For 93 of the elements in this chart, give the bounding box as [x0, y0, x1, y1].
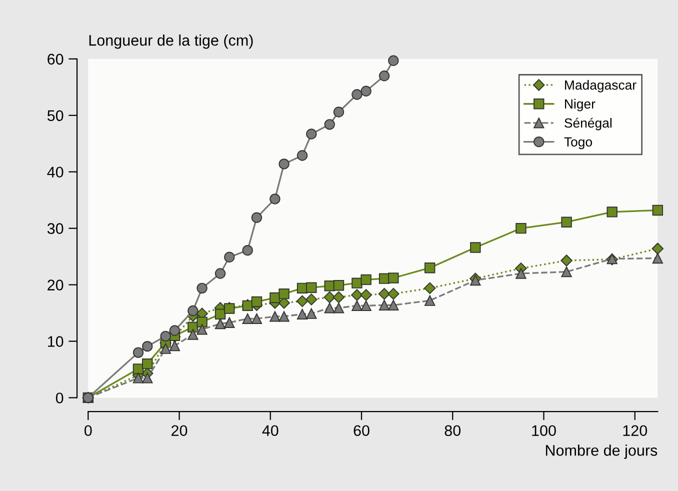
point: [606, 206, 618, 218]
y-tick-label: 20: [48, 280, 64, 290]
point: [561, 266, 572, 278]
point: [224, 303, 235, 314]
point: [214, 268, 226, 279]
legend-label: Madagascar: [565, 80, 636, 92]
point: [196, 282, 208, 294]
point: [560, 254, 572, 266]
point: [278, 311, 290, 322]
point: [160, 330, 171, 342]
point: [188, 305, 198, 316]
point: [169, 340, 180, 352]
x-tick-label: 60: [354, 425, 370, 436]
point: [378, 70, 390, 82]
point: [224, 317, 235, 328]
x-tick-label: 40: [262, 425, 278, 436]
point: [324, 291, 336, 304]
point: [270, 311, 280, 322]
point: [388, 300, 399, 310]
point: [142, 340, 153, 352]
point: [378, 288, 390, 300]
legend-label: Sénégal: [564, 118, 612, 130]
point: [242, 313, 253, 324]
point: [270, 194, 280, 204]
x-tick-label: 0: [84, 425, 92, 436]
x-tick-label: 100: [532, 425, 556, 436]
point: [388, 272, 399, 284]
point: [169, 325, 180, 336]
point: [324, 302, 335, 314]
point: [132, 347, 144, 358]
point: [561, 216, 572, 228]
point: [360, 300, 372, 312]
point: [132, 364, 144, 374]
y-tick-label: 40: [47, 166, 64, 178]
point: [296, 308, 308, 320]
point: [278, 158, 290, 170]
x-tick-label: 80: [444, 425, 461, 436]
point: [352, 89, 362, 100]
point: [352, 278, 362, 288]
point: [424, 295, 436, 306]
legend-label: Togo: [564, 137, 592, 150]
point: [360, 274, 372, 286]
point: [132, 372, 144, 384]
x-tick-label: 120: [623, 425, 648, 436]
point: [388, 288, 400, 300]
point: [351, 289, 363, 301]
point: [424, 262, 436, 274]
point: [652, 204, 664, 216]
point: [360, 289, 372, 301]
point: [242, 244, 253, 256]
point: [142, 372, 153, 384]
point: [470, 242, 481, 253]
point: [652, 242, 664, 255]
point: [251, 212, 262, 223]
point: [388, 55, 399, 66]
point: [652, 252, 664, 264]
point: [306, 128, 317, 140]
point: [196, 324, 208, 335]
x-axis-title: Nombre de jours: [546, 444, 658, 459]
x-tick-label: 20: [172, 425, 188, 436]
point: [424, 282, 436, 294]
point: [516, 268, 526, 279]
point: [160, 343, 171, 354]
y-tick-label: 60: [48, 54, 64, 65]
point: [352, 300, 362, 312]
point: [214, 318, 226, 330]
y-tick-label: 10: [48, 336, 64, 347]
y-tick-label: 0: [56, 392, 64, 404]
point: [360, 86, 372, 96]
point: [333, 106, 344, 118]
point: [333, 280, 344, 291]
point: [196, 316, 208, 328]
legend-label: Niger: [565, 98, 596, 112]
point: [296, 295, 308, 308]
point: [332, 291, 345, 304]
y-tick-label: 30: [47, 223, 64, 234]
point: [324, 119, 335, 130]
point: [278, 288, 290, 300]
point: [306, 308, 317, 319]
point: [224, 252, 235, 262]
point: [378, 300, 390, 310]
point: [516, 222, 526, 234]
point: [251, 296, 262, 308]
point: [251, 313, 262, 324]
point: [142, 358, 153, 370]
point: [296, 150, 308, 161]
y-axis-title: Longueur de la tige (cm): [89, 34, 253, 49]
point: [270, 292, 280, 304]
point: [306, 282, 317, 293]
point: [333, 302, 344, 314]
point: [306, 294, 318, 306]
y-tick-label: 50: [47, 110, 64, 122]
point: [188, 329, 198, 340]
